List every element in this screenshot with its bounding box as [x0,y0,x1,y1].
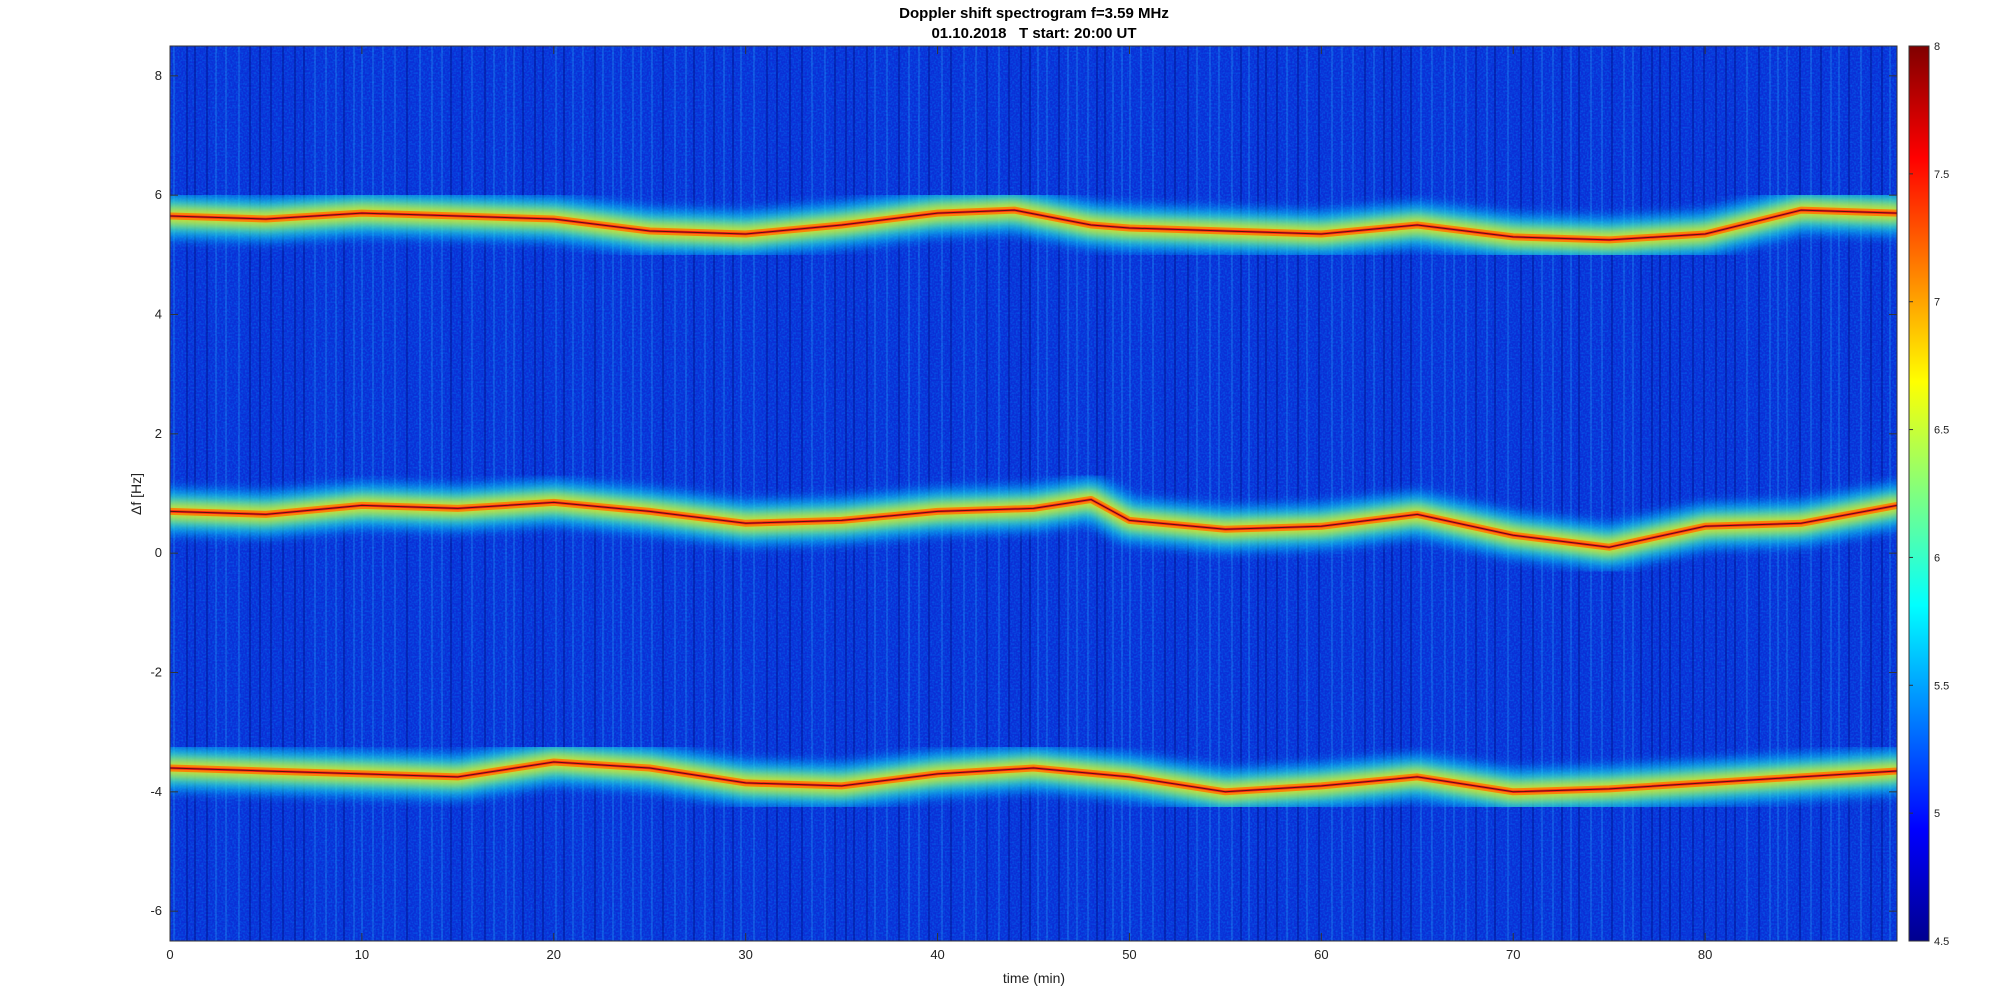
x-tick-label: 50 [1122,947,1136,962]
colorbar-tick-label: 6 [1934,552,1940,564]
y-tick-label: -4 [150,784,162,799]
colorbar-tick-label: 8 [1934,41,1940,53]
series-trace-3 [170,761,1897,793]
plot-frame [169,45,1898,942]
plot-area [169,45,1898,942]
x-axis-ticks: 0 10 20 30 40 50 60 70 80 [166,46,1712,962]
x-tick-label: 30 [738,947,752,962]
x-tick-label: 10 [355,947,369,962]
colorbar-tick-label: 6.5 [1934,425,1949,437]
colorbar-tick-label: 4.5 [1934,936,1949,948]
y-tick-label: -6 [150,903,162,918]
x-tick-label: 60 [1314,947,1328,962]
x-tick-label: 70 [1506,947,1520,962]
signal-bands [170,186,1897,816]
y-tick-label: 0 [155,545,162,560]
x-tick-label: 0 [166,947,173,962]
colorbar-tick-label: 5 [1934,808,1940,820]
series-trace-2 [170,498,1897,548]
colorbar-gradient [1908,45,1930,942]
x-tick-label: 40 [930,947,944,962]
x-tick-label: 20 [547,947,561,962]
y-tick-label: 4 [155,307,162,322]
chart-title: Doppler shift spectrogram f=3.59 MHz [899,5,1169,22]
y-tick-label: 8 [155,68,162,83]
colorbar-tick-label: 7 [1934,297,1940,309]
y-tick-label: 2 [155,426,162,441]
y-tick-label: -2 [150,665,162,680]
chart-subtitle: 01.10.2018 T start: 20:00 UT [931,25,1136,42]
y-axis-ticks: -6 -4 -2 0 2 4 6 8 [150,68,1897,918]
colorbar-tick-label: 5.5 [1934,680,1949,692]
colorbar-ticks: 4.5 5 5.5 6 6.5 7 7.5 8 [1909,41,1949,948]
y-axis-label: Δf [Hz] [128,473,144,515]
y-tick-label: 6 [155,187,162,202]
colorbar-tick-label: 7.5 [1934,169,1949,181]
x-tick-label: 80 [1698,947,1712,962]
colorbar: 4.5 5 5.5 6 6.5 7 7.5 8 [1908,41,1949,948]
series-trace-1 [170,209,1897,241]
x-axis-label: time (min) [1003,970,1065,986]
